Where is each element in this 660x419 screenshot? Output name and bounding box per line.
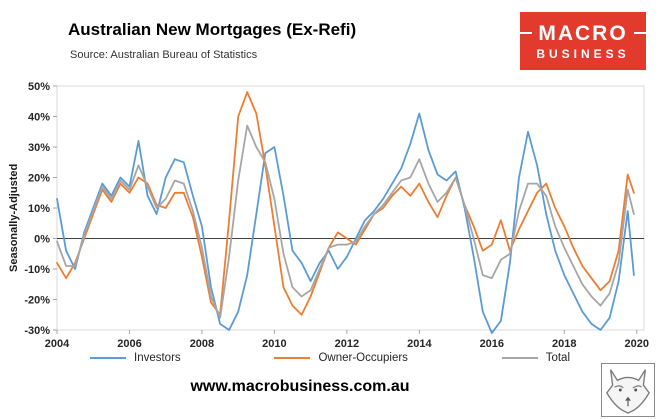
x-tick-label: 2010 <box>262 338 286 350</box>
x-tick-label: 2014 <box>407 338 432 350</box>
logo-right-bar <box>633 32 647 34</box>
legend-swatch-investors <box>90 357 126 359</box>
series-line-total <box>56 124 635 319</box>
series-line-owner-occupiers <box>56 91 635 316</box>
x-tick-label: 2008 <box>190 338 214 350</box>
y-tick-label: 50% <box>28 81 50 93</box>
x-tick-label: 2020 <box>625 338 649 350</box>
wolf-logo <box>601 363 655 417</box>
chart-title: Australian New Mortgages (Ex-Refi) <box>68 20 357 39</box>
y-tick-label: 0% <box>34 234 50 246</box>
y-tick-label: 40% <box>28 112 50 124</box>
x-tick-label: 2004 <box>45 338 70 350</box>
legend-item-investors: Investors <box>90 352 181 364</box>
x-tick-label: 2018 <box>552 338 576 350</box>
logo-left-bar <box>519 32 533 34</box>
y-tick-label: -30% <box>24 325 50 337</box>
y-tick-label: 20% <box>28 173 50 185</box>
macrobusiness-logo: MACRO BUSINESS <box>519 12 647 70</box>
legend-label-investors: Investors <box>134 352 181 364</box>
y-tick-label: 30% <box>28 142 50 154</box>
footer-url: www.macrobusiness.com.au <box>190 378 410 395</box>
chart-legend: Investors Owner-Occupiers Total <box>90 352 570 364</box>
x-tick-label: 2006 <box>117 338 141 350</box>
y-tick-label: -20% <box>24 295 50 307</box>
logo-macro-text: MACRO <box>538 21 628 45</box>
series-line-investors <box>56 112 635 334</box>
wolf-icon <box>606 369 650 414</box>
legend-item-owner-occupiers: Owner-Occupiers <box>274 352 408 364</box>
y-tick-label: -10% <box>24 264 50 276</box>
chart-svg: 50% 40% 30% 20% 10% 0% -10% -20% -30%2004 2006 200… <box>24 81 649 350</box>
x-tick-label: 2012 <box>335 338 359 350</box>
chart-source: Source: Australian Bureau of Statistics <box>70 49 258 61</box>
legend-swatch-owner-occupiers <box>274 357 311 359</box>
legend-item-total: Total <box>501 352 570 364</box>
y-tick-label: 10% <box>28 203 50 215</box>
legend-label-owner-occupiers: Owner-Occupiers <box>318 352 408 364</box>
logo-business-text: BUSINESS <box>536 46 630 61</box>
logo-top-row: MACRO <box>519 21 647 45</box>
legend-swatch-total <box>501 357 538 359</box>
x-tick-label: 2016 <box>480 338 504 350</box>
legend-label-total: Total <box>545 352 570 364</box>
